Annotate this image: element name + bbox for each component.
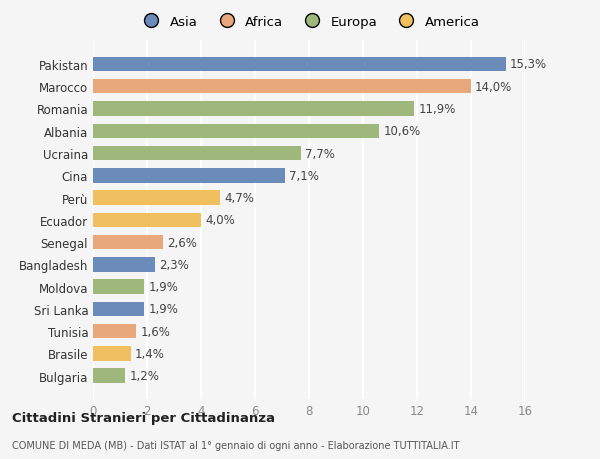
Text: 10,6%: 10,6%: [383, 125, 421, 138]
Text: Cittadini Stranieri per Cittadinanza: Cittadini Stranieri per Cittadinanza: [12, 412, 275, 425]
Bar: [93, 191, 220, 205]
Bar: [93, 57, 506, 72]
Text: 1,6%: 1,6%: [140, 325, 170, 338]
Bar: [93, 213, 201, 228]
Text: 4,7%: 4,7%: [224, 191, 254, 205]
Text: 4,0%: 4,0%: [205, 214, 235, 227]
Text: 1,2%: 1,2%: [130, 369, 160, 382]
Bar: [93, 347, 131, 361]
Text: 2,6%: 2,6%: [167, 236, 197, 249]
Bar: [93, 324, 136, 339]
Text: 14,0%: 14,0%: [475, 80, 512, 94]
Bar: [93, 235, 163, 250]
Bar: [93, 302, 145, 316]
Bar: [93, 168, 285, 183]
Bar: [93, 280, 145, 294]
Bar: [93, 124, 379, 139]
Text: 1,4%: 1,4%: [135, 347, 165, 360]
Text: 2,3%: 2,3%: [159, 258, 189, 271]
Bar: [93, 80, 471, 94]
Bar: [93, 257, 155, 272]
Text: 11,9%: 11,9%: [418, 103, 456, 116]
Bar: [93, 146, 301, 161]
Bar: [93, 369, 125, 383]
Legend: Asia, Africa, Europa, America: Asia, Africa, Europa, America: [136, 13, 482, 31]
Text: 1,9%: 1,9%: [148, 302, 178, 316]
Bar: [93, 102, 415, 117]
Text: 7,7%: 7,7%: [305, 147, 335, 160]
Text: 7,1%: 7,1%: [289, 169, 319, 182]
Text: 1,9%: 1,9%: [148, 280, 178, 293]
Text: COMUNE DI MEDA (MB) - Dati ISTAT al 1° gennaio di ogni anno - Elaborazione TUTTI: COMUNE DI MEDA (MB) - Dati ISTAT al 1° g…: [12, 440, 460, 450]
Text: 15,3%: 15,3%: [510, 58, 547, 71]
